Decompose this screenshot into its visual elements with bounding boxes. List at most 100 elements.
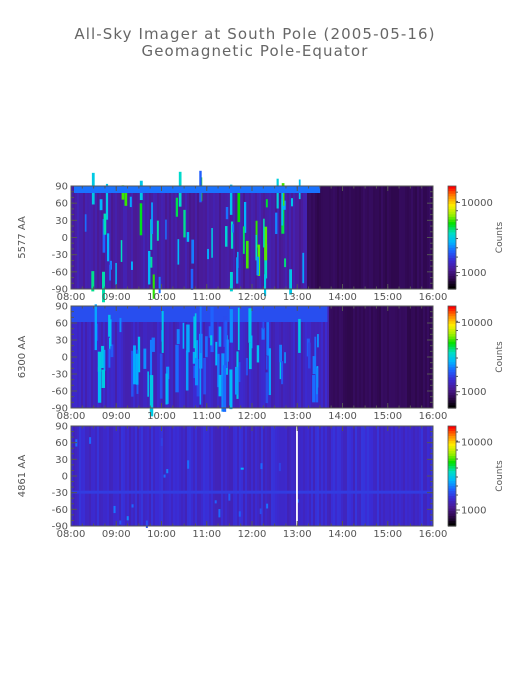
- heatmap-column: [117, 186, 119, 289]
- heatmap-column: [153, 306, 155, 408]
- y-tick-label: 30: [55, 216, 68, 227]
- heatmap-column: [209, 426, 211, 526]
- heatmap-column: [333, 306, 335, 408]
- aurora-streak: [279, 352, 282, 380]
- heatmap-column: [183, 186, 185, 289]
- heatmap-column: [343, 426, 345, 526]
- aurora-streak: [193, 365, 196, 379]
- heatmap-column: [113, 186, 115, 289]
- heatmap-column: [397, 186, 399, 289]
- colorbar-segment: [448, 311, 456, 315]
- heatmap-column: [331, 306, 333, 408]
- heatmap-column: [83, 186, 85, 289]
- aurora-streak: [186, 232, 190, 242]
- heatmap-column: [159, 426, 161, 526]
- heatmap-column: [77, 186, 79, 289]
- aurora-streak: [113, 505, 116, 514]
- colorbar-segment: [448, 237, 456, 241]
- colorbar-tick-label: 1000: [461, 506, 486, 517]
- heatmap-column: [325, 306, 327, 408]
- heatmap-column: [317, 426, 319, 526]
- colorbar-segment: [448, 458, 456, 462]
- heatmap-column: [339, 306, 341, 408]
- heatmap-column: [265, 426, 267, 526]
- colorbar: 10000 1000 Counts: [447, 305, 505, 409]
- heatmap-column: [159, 186, 161, 289]
- heatmap-column: [411, 306, 413, 408]
- heatmap-column: [295, 426, 297, 526]
- colorbar-segment: [448, 428, 456, 432]
- aurora-streak: [207, 248, 209, 260]
- heatmap-column: [357, 426, 359, 526]
- aurora-streak: [225, 206, 229, 220]
- aurora-streak: [256, 256, 260, 276]
- colorbar-segment: [448, 209, 456, 213]
- aurora-streak: [91, 271, 95, 292]
- chart-title-block: All-Sky Imager at South Pole (2005-05-16…: [0, 26, 510, 60]
- aurora-streak: [232, 224, 234, 233]
- colorbar-segment: [448, 328, 456, 333]
- heatmap-column: [135, 186, 137, 289]
- chart-subtitle: Geomagnetic Pole-Equator: [141, 42, 369, 60]
- heatmap-column: [363, 306, 365, 408]
- heatmap-column: [79, 306, 81, 408]
- aurora-streak: [235, 366, 239, 395]
- heatmap-column: [255, 306, 257, 408]
- heatmap-column: [77, 306, 79, 408]
- colorbar-segment: [448, 456, 456, 460]
- heatmap-column: [359, 306, 361, 408]
- heatmap-column: [347, 186, 349, 289]
- colorbar-segment: [448, 268, 456, 272]
- aurora-streak: [236, 257, 239, 284]
- heatmap-column: [307, 186, 309, 289]
- heatmap-column: [143, 186, 145, 289]
- heatmap-column: [271, 426, 273, 526]
- heatmap-column: [421, 426, 423, 526]
- heatmap-column: [297, 426, 299, 526]
- aurora-streak: [94, 304, 97, 351]
- bright-spot: [240, 467, 244, 470]
- heatmap-column: [417, 426, 419, 526]
- x-tick-label: 08:00: [57, 292, 86, 303]
- heatmap-column: [365, 186, 367, 289]
- aurora-streak: [99, 199, 103, 211]
- y-axis-label: 6300 AA: [17, 336, 28, 379]
- y-tick-label: 90: [55, 182, 68, 193]
- heatmap-column: [157, 306, 159, 408]
- heatmap-column: [215, 426, 217, 526]
- y-tick-label: -90: [52, 285, 68, 296]
- heatmap-column: [371, 306, 373, 408]
- heatmap-column: [253, 186, 255, 289]
- heatmap-column: [83, 426, 85, 526]
- heatmap-column: [181, 306, 183, 408]
- heatmap-column: [157, 426, 159, 526]
- colorbar-segment: [448, 204, 456, 208]
- colorbar-segment: [448, 441, 456, 445]
- heatmap-column: [155, 426, 157, 526]
- heatmap-column: [173, 306, 175, 408]
- heatmap-column: [141, 186, 143, 289]
- heatmap-column: [285, 426, 287, 526]
- heatmap-column: [131, 186, 133, 289]
- aurora-streak: [281, 361, 284, 385]
- heatmap-column: [331, 426, 333, 526]
- heatmap-column: [273, 186, 275, 289]
- colorbar-segment: [448, 346, 456, 350]
- colorbar-segment: [448, 377, 456, 381]
- heatmap-column: [295, 186, 297, 289]
- colorbar-segment: [448, 281, 456, 285]
- heatmap-column: [237, 186, 239, 289]
- heatmap-column: [403, 186, 405, 289]
- heatmap-column: [165, 426, 167, 526]
- heatmap-column: [293, 426, 295, 526]
- aurora-streak: [156, 220, 159, 241]
- heatmap-column: [381, 186, 383, 289]
- x-tick-label: 12:00: [238, 529, 267, 540]
- heatmap-column: [321, 186, 323, 289]
- heatmap-column: [335, 186, 337, 289]
- colorbar-segment: [448, 258, 456, 262]
- aurora-streak: [266, 503, 269, 509]
- y-tick-label: -60: [52, 387, 68, 398]
- y-tick-label: -90: [52, 404, 68, 415]
- heatmap-column: [289, 306, 291, 408]
